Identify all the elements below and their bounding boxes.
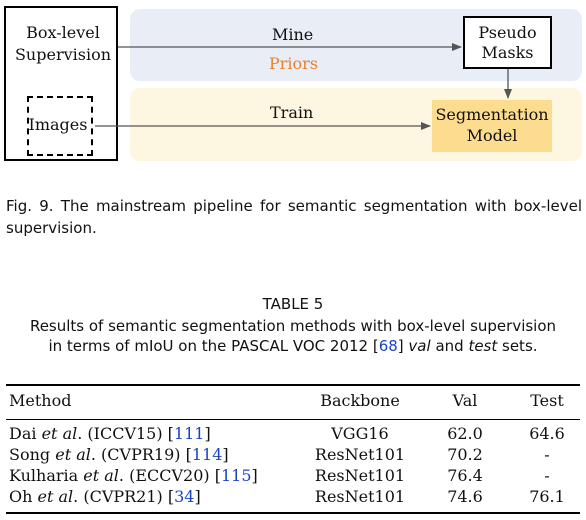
method-venue: . (ICCV15) [: [77, 424, 174, 443]
box-level-title-line1: Box-level: [26, 23, 100, 42]
table-desc-line1: Results of semantic segmentation methods…: [29, 317, 557, 335]
method-etal: et al: [41, 424, 78, 443]
table-row-backbone: VGG16: [331, 424, 389, 443]
table-desc-end: sets.: [497, 337, 538, 355]
method-bracket: ]: [251, 466, 258, 485]
method-venue: . (CVPR21) [: [73, 487, 175, 506]
table-desc-val: val: [408, 337, 431, 355]
pipeline-arrows: [95, 43, 512, 130]
column-header-val: Val: [452, 391, 478, 410]
method-etal: et al: [37, 487, 74, 506]
segmentation-model-line2: Model: [466, 126, 518, 145]
table-desc-test: test: [468, 337, 498, 355]
table-row-backbone: ResNet101: [314, 487, 406, 506]
table-row-method: Kulharia et al. (ECCV20) [115]: [9, 466, 258, 486]
table-bottom-rule: [6, 512, 580, 514]
pseudo-masks-line2: Masks: [481, 43, 534, 62]
box-level-supervision-title: Box-level Supervision: [6, 22, 120, 66]
column-header-test: Test: [530, 391, 564, 410]
method-author: Kulharia: [9, 466, 84, 485]
table-desc-line2-pre: in terms of mIoU on the PASCAL VOC 2012 …: [48, 337, 379, 355]
segmentation-model-line1: Segmentation: [435, 105, 549, 124]
table-desc-and: and: [430, 337, 469, 355]
table-row-test: -: [544, 466, 550, 485]
mine-label: Mine: [272, 25, 314, 44]
method-citation-link[interactable]: 111: [173, 424, 205, 443]
method-etal: et al: [83, 466, 119, 485]
method-venue: . (ECCV20) [: [118, 466, 221, 485]
table-row-backbone: ResNet101: [314, 466, 406, 485]
table-row-test: 64.6: [529, 424, 565, 443]
column-header-method: Method: [9, 391, 72, 410]
pseudo-masks-box: Pseudo Masks: [463, 16, 552, 69]
method-bracket: ]: [222, 445, 229, 464]
column-header-backbone: Backbone: [320, 391, 400, 410]
priors-label: Priors: [269, 54, 319, 73]
method-author: Dai: [9, 424, 42, 443]
method-venue: . (CVPR19) [: [90, 445, 192, 464]
table-row-method: Oh et al. (CVPR21) [34]: [9, 487, 201, 507]
method-bracket: ]: [194, 487, 201, 506]
table-desc-citation-link[interactable]: 68: [378, 337, 398, 355]
table-heading: TABLE 5: [262, 295, 324, 313]
table-header-rule: [6, 419, 580, 420]
pseudo-masks-line1: Pseudo: [478, 23, 537, 42]
train-label: Train: [270, 103, 314, 122]
table-row-val: 62.0: [447, 424, 483, 443]
method-bracket: ]: [204, 424, 211, 443]
table-row-test: 76.1: [529, 487, 565, 506]
table-row-val: 70.2: [447, 445, 483, 464]
method-citation-link[interactable]: 114: [191, 445, 223, 464]
table-row-backbone: ResNet101: [314, 445, 406, 464]
table-row-method: Dai et al. (ICCV15) [111]: [9, 424, 211, 444]
method-citation-link[interactable]: 34: [174, 487, 195, 506]
table-row-val: 76.4: [447, 466, 483, 485]
box-level-title-line2: Supervision: [14, 45, 112, 64]
box-level-supervision-box: Box-level Supervision: [4, 6, 118, 161]
images-label: Images: [28, 115, 88, 134]
method-etal: et al: [55, 445, 91, 464]
table-description: Results of semantic segmentation methods…: [0, 316, 586, 356]
method-citation-link[interactable]: 115: [220, 466, 252, 485]
segmentation-model-box: Segmentation Model: [432, 100, 552, 152]
table-desc-mid: ]: [397, 337, 409, 355]
table-row-val: 74.6: [447, 487, 483, 506]
table-row-method: Song et al. (CVPR19) [114]: [9, 445, 229, 465]
method-author: Oh: [9, 487, 38, 506]
pipeline-figure: Box-level Supervision Images Mine Priors…: [0, 0, 586, 170]
table-top-rule: [6, 384, 580, 386]
table-row-test: -: [544, 445, 550, 464]
figure-caption: Fig. 9. The mainstream pipeline for sema…: [6, 197, 582, 237]
method-author: Song: [9, 445, 56, 464]
images-dashed-box: [27, 96, 93, 156]
